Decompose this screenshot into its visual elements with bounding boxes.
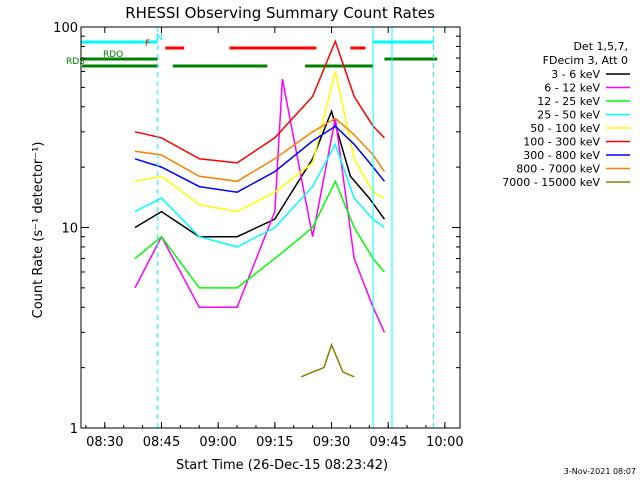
- legend-header-1: FDecim 3, Att 0: [543, 54, 628, 67]
- y-axis: 1 10 100: [53, 21, 460, 437]
- series-line-3: [134, 142, 385, 248]
- legend-label-1: 6 - 12 keV: [544, 82, 600, 95]
- series-line-7: [134, 117, 386, 183]
- series-line-5: [134, 39, 385, 164]
- flag-label-rdo: RDO: [103, 50, 123, 60]
- legend-label-6: 300 - 800 keV: [523, 149, 600, 162]
- y-tick-label-2: 100: [53, 21, 78, 36]
- legend-label-3: 25 - 50 keV: [537, 109, 600, 122]
- series-line-1: [134, 78, 386, 333]
- series-line-0: [134, 108, 386, 238]
- x-axis: 08:30 08:45 09:00 09:15 09:30 09:45 10:00: [85, 27, 464, 450]
- legend-label-2: 12 - 25 keV: [537, 95, 600, 108]
- legend-label-7: 800 - 7000 keV: [516, 163, 600, 176]
- x-axis-label: Start Time (26-Dec-15 08:23:42): [176, 458, 388, 473]
- legend-label-4: 50 - 100 keV: [530, 122, 600, 135]
- legend-label-8: 7000 - 15000 keV: [502, 176, 600, 189]
- series-line-8: [301, 342, 355, 378]
- x-tick-label-2: 09:00: [199, 435, 236, 450]
- x-tick-label-5: 09:45: [369, 435, 406, 450]
- x-tick-label-1: 08:45: [143, 435, 180, 450]
- y-axis-label: Count Rate (s⁻¹ detector⁻¹): [31, 142, 46, 319]
- x-tick-label-0: 08:30: [86, 435, 123, 450]
- chart-title: RHESSI Observing Summary Count Rates: [125, 4, 435, 22]
- x-tick-label-6: 10:00: [426, 435, 463, 450]
- footer-date: 3-Nov-2021 08:07: [564, 467, 636, 476]
- flag-label-f: F: [145, 39, 150, 49]
- legend-label-5: 100 - 300 keV: [523, 136, 600, 149]
- legend-label-0: 3 - 6 keV: [551, 68, 600, 81]
- series-line-6: [134, 125, 385, 193]
- series-group: [134, 39, 386, 378]
- legend-header-0: Det 1,5,7,: [573, 40, 628, 53]
- flag-bars: NF RDO RDS: [66, 33, 438, 68]
- x-tick-label-4: 09:30: [313, 435, 350, 450]
- y-tick-label-0: 1: [70, 422, 78, 437]
- plot-frame: [80, 26, 461, 429]
- flag-label-n: N: [156, 33, 163, 43]
- y-tick-label-1: 10: [61, 222, 78, 237]
- series-line-4: [134, 71, 385, 213]
- series-line-2: [134, 179, 385, 289]
- attenuator-lines: [157, 27, 435, 428]
- flag-label-rds: RDS: [66, 57, 85, 67]
- x-tick-label-3: 09:15: [256, 435, 293, 450]
